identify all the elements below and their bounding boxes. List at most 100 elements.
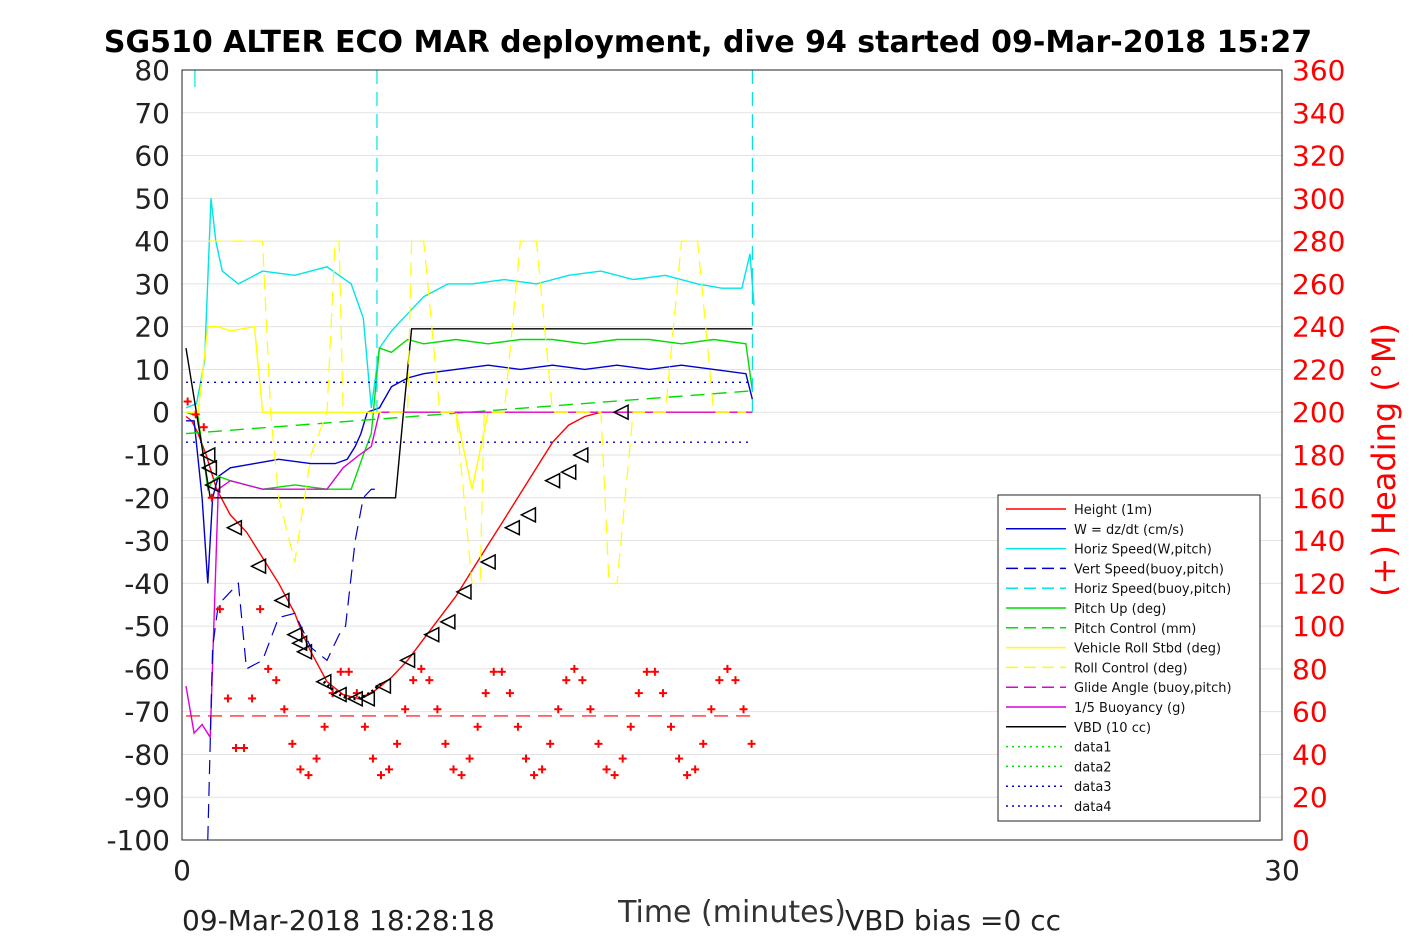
heading-marker (473, 722, 482, 731)
heading-marker (626, 722, 635, 731)
heading-marker (183, 397, 192, 406)
heading-marker (320, 722, 329, 731)
left-tick-label: -10 (124, 439, 170, 472)
right-tick-label: 160 (1292, 482, 1345, 515)
height-triangle (225, 519, 243, 536)
height-triangle (286, 626, 303, 643)
series-line-6 (185, 390, 753, 435)
heading-marker (602, 765, 611, 774)
legend: Height (1m) W = dz/dt (cm/s) Horiz Speed(W… (997, 494, 1261, 822)
x-axis-label: Time (minutes) (617, 895, 846, 930)
legend-entry: Vehicle Roll Stbd (deg) (1074, 642, 1221, 657)
footer-vbd-bias: VBD bias =0 cc (845, 904, 1061, 937)
right-tick-label: 20 (1292, 781, 1328, 814)
right-tick-label: 140 (1292, 525, 1345, 558)
right-tick-label: 80 (1292, 653, 1328, 686)
heading-marker (586, 705, 595, 714)
height-triangle (199, 446, 216, 464)
heading-marker (191, 410, 200, 419)
height-triangle (439, 613, 456, 631)
heading-marker (288, 739, 297, 748)
legend-entry: Vert Speed(buoy,pitch) (1074, 562, 1224, 577)
left-tick-label: -70 (124, 696, 170, 729)
plot-frame (181, 69, 1283, 841)
right-axis-ticks: 3603403203002802602402202001801601401201… (1292, 54, 1345, 857)
heading-marker (513, 722, 522, 731)
right-tick-label: 280 (1292, 225, 1345, 258)
right-tick-label: 40 (1292, 738, 1328, 771)
height-triangle (423, 626, 440, 643)
plot-lines (185, 70, 755, 841)
height-triangle (315, 673, 332, 690)
legend-entry: VBD (10 cc) (1074, 721, 1151, 736)
heading-marker (417, 664, 426, 673)
heading-marker (264, 664, 273, 673)
x-tick-label-30: 30 (1264, 854, 1300, 887)
left-tick-label: 50 (134, 182, 170, 215)
vert-speed-buoy-line (207, 488, 380, 841)
right-tick-label: 100 (1292, 610, 1345, 643)
legend-entry: data1 (1074, 741, 1112, 756)
heading-marker (715, 676, 724, 685)
height-triangle (503, 519, 521, 536)
heading-marker (231, 744, 240, 753)
series-line-2 (185, 198, 755, 409)
legend-entry: Pitch Up (deg) (1074, 602, 1166, 617)
heading-marker (497, 667, 506, 676)
heading-marker (554, 705, 563, 714)
left-tick-label: -50 (124, 610, 170, 643)
right-tick-label: 300 (1292, 182, 1345, 215)
heading-marker (570, 664, 579, 673)
legend-entry: 1/5 Buoyancy (g) (1074, 701, 1185, 716)
bottom-dotted-curve (322, 680, 383, 701)
legend-entry: W = dz/dt (cm/s) (1074, 523, 1184, 538)
height-triangle (295, 643, 313, 660)
height-triangle (572, 446, 589, 464)
legend-entry: Horiz Speed(buoy,pitch) (1074, 582, 1231, 597)
heading-marker (731, 676, 740, 685)
left-tick-label: -60 (124, 653, 170, 686)
right-tick-label: 0 (1292, 824, 1310, 857)
heading-marker (739, 705, 748, 714)
heading-marker (505, 689, 514, 698)
legend-entry: data4 (1074, 800, 1112, 815)
heading-marker (465, 754, 474, 763)
axes (181, 69, 1283, 841)
height-triangles (199, 404, 629, 708)
heading-marker (223, 694, 232, 703)
x-tick-label-0: 0 (173, 854, 191, 887)
heading-marker (658, 689, 667, 698)
heading-marker (522, 754, 531, 763)
left-tick-label: -90 (124, 781, 170, 814)
heading-marker (457, 771, 466, 780)
left-tick-label: 80 (134, 54, 170, 87)
heading-marker (256, 605, 265, 614)
height-triangle (358, 690, 376, 708)
heading-marker (401, 705, 410, 714)
height-triangle (479, 553, 496, 571)
left-tick-label: -80 (124, 738, 170, 771)
heading-marker (707, 705, 716, 714)
heading-marker (409, 676, 418, 685)
heading-markers (183, 397, 756, 780)
heading-marker (594, 739, 603, 748)
left-tick-label: 30 (134, 268, 170, 301)
height-triangle (200, 459, 218, 477)
left-tick-label: 10 (134, 353, 170, 386)
right-tick-label: 180 (1292, 439, 1345, 472)
roll-control-line (208, 240, 746, 584)
heading-marker (650, 667, 659, 676)
heading-marker (280, 705, 289, 714)
heading-marker (433, 705, 442, 714)
left-tick-label: -20 (124, 482, 170, 515)
heading-marker (634, 689, 643, 698)
height-triangle (560, 463, 577, 481)
height-triangle (612, 404, 629, 421)
heading-marker (675, 754, 684, 763)
heading-marker (336, 667, 345, 676)
height-triangle (273, 592, 290, 609)
left-tick-label: 0 (152, 396, 170, 429)
legend-entry: Height (1m) (1074, 503, 1152, 518)
left-tick-label: -100 (106, 824, 170, 857)
